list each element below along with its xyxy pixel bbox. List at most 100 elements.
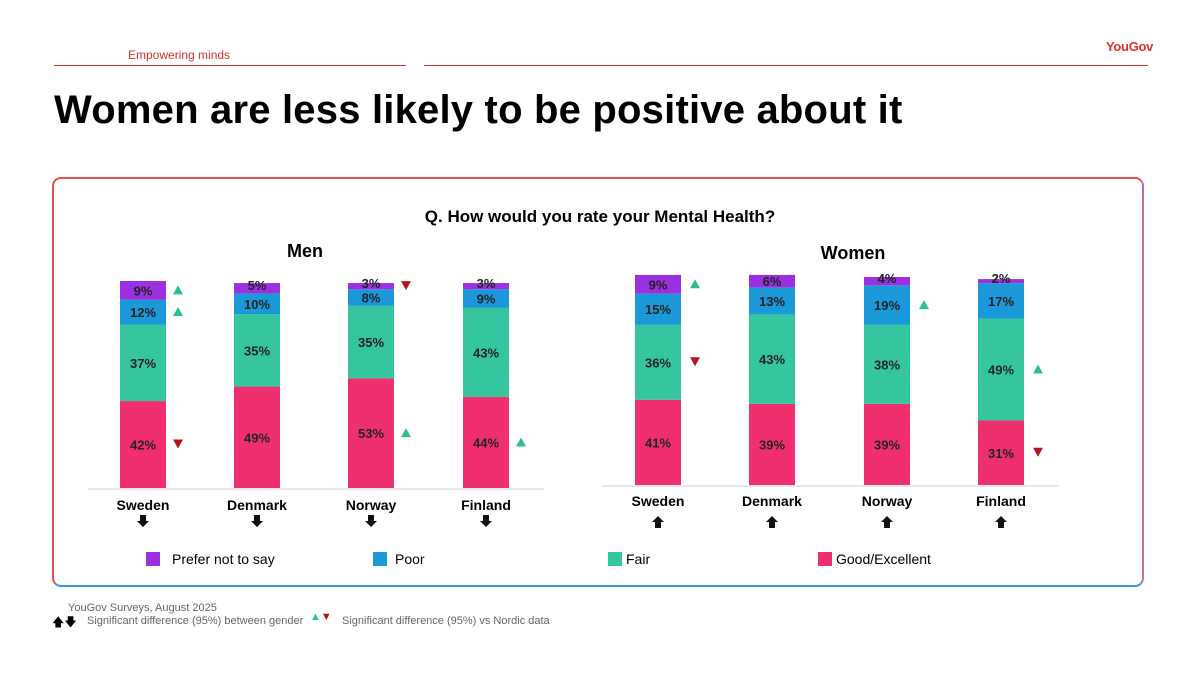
legend-label-good: Good/Excellent: [836, 551, 931, 567]
header-rule-left: [54, 65, 406, 66]
gender-up-arrow-icon: [881, 516, 893, 528]
data-label: 39%: [874, 437, 900, 452]
data-label: 39%: [759, 437, 785, 452]
legend-label-fair: Fair: [626, 551, 651, 567]
nordic-up-triangle-icon: [173, 285, 183, 295]
nordic-down-triangle-icon: [1033, 447, 1043, 457]
data-label: 12%: [130, 305, 156, 320]
nordic-significance-note: Significant difference (95%) vs Nordic d…: [342, 615, 550, 627]
data-label: 9%: [649, 277, 668, 292]
nordic-triangles-icon: ▲▼: [310, 611, 332, 623]
nordic-up-triangle-icon: [1033, 364, 1043, 374]
gender-down-arrow-icon: [365, 515, 377, 527]
bar-prefer: [348, 283, 394, 290]
data-label: 17%: [988, 294, 1014, 309]
survey-question: Q. How would you rate your Mental Health…: [424, 207, 776, 226]
women-chart-title: Women: [821, 243, 886, 263]
legend-item-good: Good/Excellent: [818, 551, 931, 567]
gender-up-arrow-icon: [652, 516, 664, 528]
category-label: Sweden: [632, 493, 685, 509]
gender-down-arrow-icon: [480, 515, 492, 527]
bar-fair: [749, 314, 795, 404]
data-label: 8%: [362, 291, 381, 306]
bar-poor: [463, 289, 509, 308]
bar-prefer: [234, 283, 280, 294]
nordic-up-triangle-icon: [919, 300, 929, 310]
legend-item-poor: Poor: [373, 551, 425, 567]
data-label: 3%: [362, 276, 381, 291]
gender-up-arrow-icon: [995, 516, 1007, 528]
data-label: 9%: [477, 292, 496, 307]
bar-fair: [864, 324, 910, 404]
gender-significance-note: Significant difference (95%) between gen…: [87, 615, 304, 627]
data-label: 42%: [130, 438, 156, 453]
nordic-down-triangle-icon: [173, 439, 183, 449]
tagline: Empowering minds: [128, 48, 231, 62]
data-label: 49%: [244, 430, 270, 445]
bar-fair: [348, 305, 394, 379]
bar-fair: [978, 318, 1024, 421]
category-label: Denmark: [227, 497, 287, 513]
bar-good: [120, 401, 166, 488]
data-label: 15%: [645, 302, 671, 317]
source-note: YouGov Surveys, August 2025: [68, 602, 217, 614]
nordic-up-triangle-icon: [401, 428, 411, 438]
data-label: 6%: [763, 274, 782, 289]
category-label: Denmark: [742, 493, 802, 509]
data-label: 35%: [358, 335, 384, 350]
bar-good: [234, 386, 280, 488]
data-label: 5%: [248, 278, 267, 293]
bar-fair: [463, 307, 509, 397]
data-label: 41%: [645, 435, 671, 450]
data-label: 53%: [358, 426, 384, 441]
bar-fair: [635, 324, 681, 400]
nordic-down-triangle-icon: [690, 357, 700, 367]
bar-prefer: [463, 283, 509, 290]
data-label: 9%: [134, 283, 153, 298]
legend-swatch-poor: [373, 552, 387, 566]
legend-label-poor: Poor: [395, 551, 425, 567]
stacked-bar-charts: Men 42% 37% 12% 9% Sweden 49% 35% 10% 5% Denmark 53…: [88, 241, 1059, 528]
bar-good: [348, 378, 394, 488]
nordic-up-triangle-icon: [516, 437, 526, 447]
data-label: 3%: [477, 276, 496, 291]
bar-prefer: [749, 274, 795, 288]
legend-swatch-prefer: [146, 552, 160, 566]
data-label: 2%: [992, 271, 1011, 286]
category-label: Finland: [976, 493, 1026, 509]
gender-down-arrow-icon: [251, 515, 263, 527]
nordic-up-triangle-icon: [173, 307, 183, 317]
data-label: 35%: [244, 343, 270, 358]
bar-poor: [978, 283, 1024, 319]
legend-swatch-good: [818, 552, 832, 566]
nordic-down-triangle-icon: [401, 281, 411, 291]
bar-poor: [635, 293, 681, 325]
header-rule-right: [424, 65, 1148, 66]
bar-prefer: [635, 274, 681, 294]
bar-poor: [864, 285, 910, 325]
category-label: Finland: [461, 497, 511, 513]
nordic-up-triangle-icon: [690, 279, 700, 289]
bar-poor: [348, 289, 394, 306]
bar-poor: [749, 287, 795, 315]
page-title: Women are less likely to be positive abo…: [54, 88, 903, 132]
data-label: 10%: [244, 297, 270, 312]
bar-poor: [234, 293, 280, 315]
bar-prefer: [864, 277, 910, 286]
legend-swatch-fair: [608, 552, 622, 566]
data-label: 43%: [759, 352, 785, 367]
bar-fair: [234, 314, 280, 387]
gender-arrows-icon: 🡅🡇: [52, 615, 77, 629]
bar-poor: [120, 299, 166, 325]
data-label: 49%: [988, 363, 1014, 378]
gender-up-arrow-icon: [766, 516, 778, 528]
legend-label-prefer: Prefer not to say: [172, 551, 275, 567]
bar-good: [463, 396, 509, 488]
category-label: Norway: [346, 497, 397, 513]
chart-panel: [52, 177, 1144, 587]
category-label: Norway: [862, 493, 913, 509]
data-label: 19%: [874, 298, 900, 313]
data-label: 13%: [759, 294, 785, 309]
data-label: 44%: [473, 435, 499, 450]
data-label: 36%: [645, 355, 671, 370]
